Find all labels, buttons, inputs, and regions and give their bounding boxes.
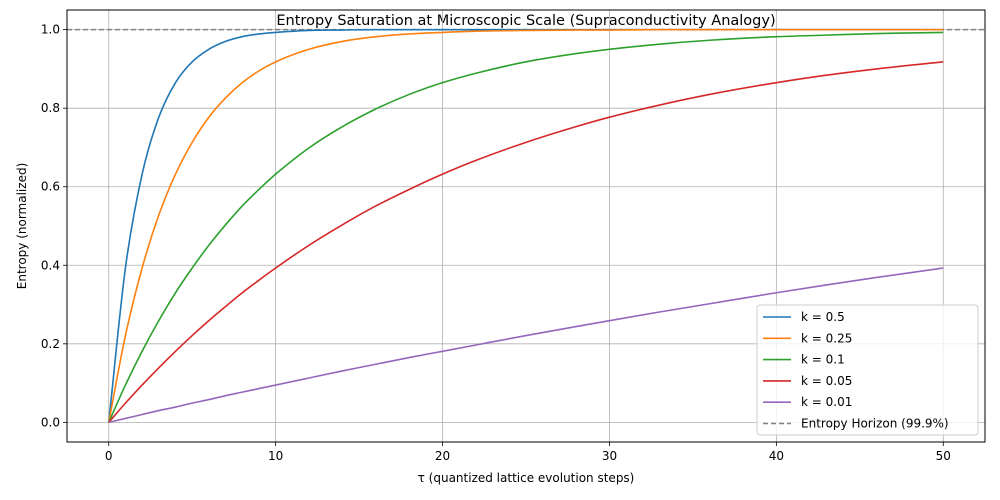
y-tick-label: 0.0 <box>41 415 60 429</box>
y-tick-label: 1.0 <box>41 23 60 37</box>
series-line-3 <box>107 31 944 423</box>
series-line-2 <box>107 28 944 423</box>
axis-ticks: 0 10 20 30 40 50 0.0 0.2 0.4 0.6 0.8 1.0 <box>41 23 951 463</box>
series-lines <box>107 28 944 424</box>
legend: k = 0.5 k = 0.25 k = 0.1 k = 0.05 k = 0.01 En… <box>756 304 979 436</box>
series-line-4 <box>108 61 944 423</box>
legend-label: k = 0.05 <box>801 374 852 388</box>
legend-box <box>756 304 979 436</box>
legend-label: k = 0.25 <box>801 331 852 345</box>
y-tick-label: 0.8 <box>41 101 60 115</box>
legend-label: Entropy Horizon (99.9%) <box>801 417 949 431</box>
chart-title: Entropy Saturation at Microscopic Scale … <box>276 13 775 29</box>
x-tick-label: 50 <box>936 449 951 463</box>
legend-label: k = 0.01 <box>801 395 852 409</box>
x-axis-label: τ (quantized lattice evolution steps) <box>418 471 635 485</box>
x-tick-label: 10 <box>268 449 283 463</box>
y-axis-label: Entropy (normalized) <box>15 163 29 289</box>
legend-label: k = 0.1 <box>801 353 845 367</box>
y-tick-label: 0.6 <box>41 180 60 194</box>
x-tick-label: 30 <box>602 449 617 463</box>
legend-label: k = 0.5 <box>801 310 845 324</box>
y-tick-label: 0.4 <box>41 258 60 272</box>
series-line-5 <box>108 267 944 424</box>
x-tick-label: 20 <box>435 449 450 463</box>
x-tick-label: 40 <box>769 449 784 463</box>
y-tick-label: 0.2 <box>41 337 60 351</box>
plot-frame <box>66 9 986 443</box>
x-tick-label: 0 <box>105 449 113 463</box>
